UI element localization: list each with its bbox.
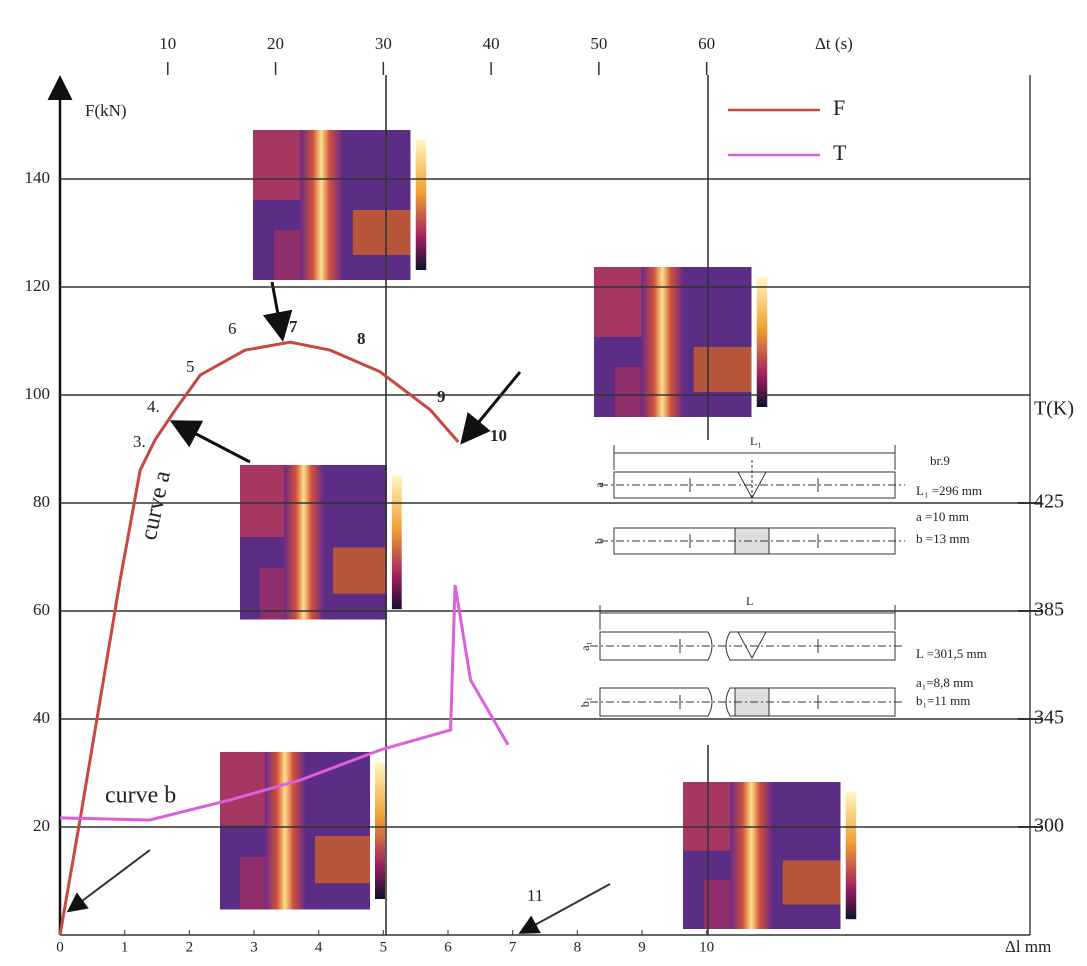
specimen-label: L₁ =296 mm bbox=[916, 483, 982, 498]
x-tick-label: 2 bbox=[186, 939, 194, 955]
x-tick-label: 9 bbox=[638, 939, 646, 955]
specimen-label: b₁=11 mm bbox=[916, 693, 970, 708]
y2-tick-label: 345 bbox=[1034, 707, 1064, 729]
x-tick-label: 6 bbox=[444, 939, 452, 955]
point-label: 10 bbox=[490, 426, 507, 445]
x-tick-label: 3 bbox=[250, 939, 258, 955]
x2-tick-label: 40 bbox=[483, 34, 500, 53]
chart: F(kN) T(K) Δl mm Δt (s) curve a curve b … bbox=[0, 0, 1087, 966]
arrow bbox=[175, 423, 250, 462]
point-label: 6 bbox=[228, 319, 237, 338]
specimen-label: a₁=8,8 mm bbox=[916, 675, 973, 690]
specimen-label: a₁ bbox=[578, 641, 592, 651]
x-tick-label: 7 bbox=[509, 939, 517, 955]
specimen-label: b =13 mm bbox=[916, 531, 970, 546]
arrow bbox=[272, 282, 282, 336]
y2-tick-label: 385 bbox=[1034, 599, 1064, 621]
y2-tick-label: 300 bbox=[1034, 815, 1064, 837]
specimen-label: L =301,5 mm bbox=[916, 646, 987, 661]
x-tick-label: 10 bbox=[699, 939, 714, 955]
legend-label: F bbox=[833, 95, 845, 120]
point-label: 9 bbox=[437, 387, 446, 406]
point-label: 3. bbox=[133, 432, 146, 451]
y2-tick-label: 425 bbox=[1034, 491, 1064, 513]
x-tick-label: 5 bbox=[380, 939, 388, 955]
x2-tick-label: 10 bbox=[159, 34, 176, 53]
x2-tick-label: 60 bbox=[698, 34, 715, 53]
y2-axis-label: T(K) bbox=[1034, 398, 1074, 420]
page: F(kN) T(K) Δl mm Δt (s) curve a curve b … bbox=[0, 0, 1087, 966]
point-label: 4. bbox=[147, 397, 160, 416]
y-axis-label: F(kN) bbox=[85, 101, 127, 120]
specimen-label: L bbox=[746, 594, 753, 608]
y-tick-label: 40 bbox=[33, 708, 50, 727]
point-label: 7 bbox=[289, 317, 298, 336]
specimen-label: L₁ bbox=[750, 434, 762, 448]
point-label: 8 bbox=[357, 329, 366, 348]
specimen-drawing bbox=[590, 445, 905, 716]
x-tick-label: 4 bbox=[315, 939, 323, 955]
specimen-label: a bbox=[592, 482, 606, 488]
x-axis-label: Δl mm bbox=[1005, 937, 1051, 956]
thermal-image bbox=[253, 130, 426, 280]
y-tick-label: 60 bbox=[33, 600, 50, 619]
x-tick-label: 0 bbox=[56, 939, 64, 955]
thermal-image bbox=[683, 782, 856, 929]
specimen-label: br.9 bbox=[930, 453, 950, 468]
thermal-image bbox=[220, 752, 385, 910]
x-tick-label: 8 bbox=[574, 939, 582, 955]
x2-tick-label: 30 bbox=[375, 34, 392, 53]
thermal-image bbox=[240, 465, 402, 620]
y-tick-label: 100 bbox=[25, 384, 51, 403]
x2-tick-label: 20 bbox=[267, 34, 284, 53]
y-tick-label: 80 bbox=[33, 492, 50, 511]
x2-tick-label: 50 bbox=[590, 34, 607, 53]
curve-label: curve b bbox=[105, 783, 176, 809]
point-label: 11 bbox=[527, 886, 543, 905]
arrow bbox=[70, 850, 150, 910]
curve-label: curve a bbox=[136, 468, 176, 542]
point-label: 5 bbox=[186, 357, 195, 376]
x-tick-label: 1 bbox=[121, 939, 129, 955]
y-tick-label: 140 bbox=[25, 168, 51, 187]
y-tick-label: 120 bbox=[25, 276, 51, 295]
x2-axis-label: Δt (s) bbox=[815, 34, 853, 53]
specimen-label: b bbox=[592, 538, 606, 544]
legend-label: T bbox=[833, 140, 847, 165]
specimen-label: a =10 mm bbox=[916, 509, 969, 524]
specimen-label: b₁ bbox=[578, 697, 592, 707]
y-tick-label: 20 bbox=[33, 816, 50, 835]
